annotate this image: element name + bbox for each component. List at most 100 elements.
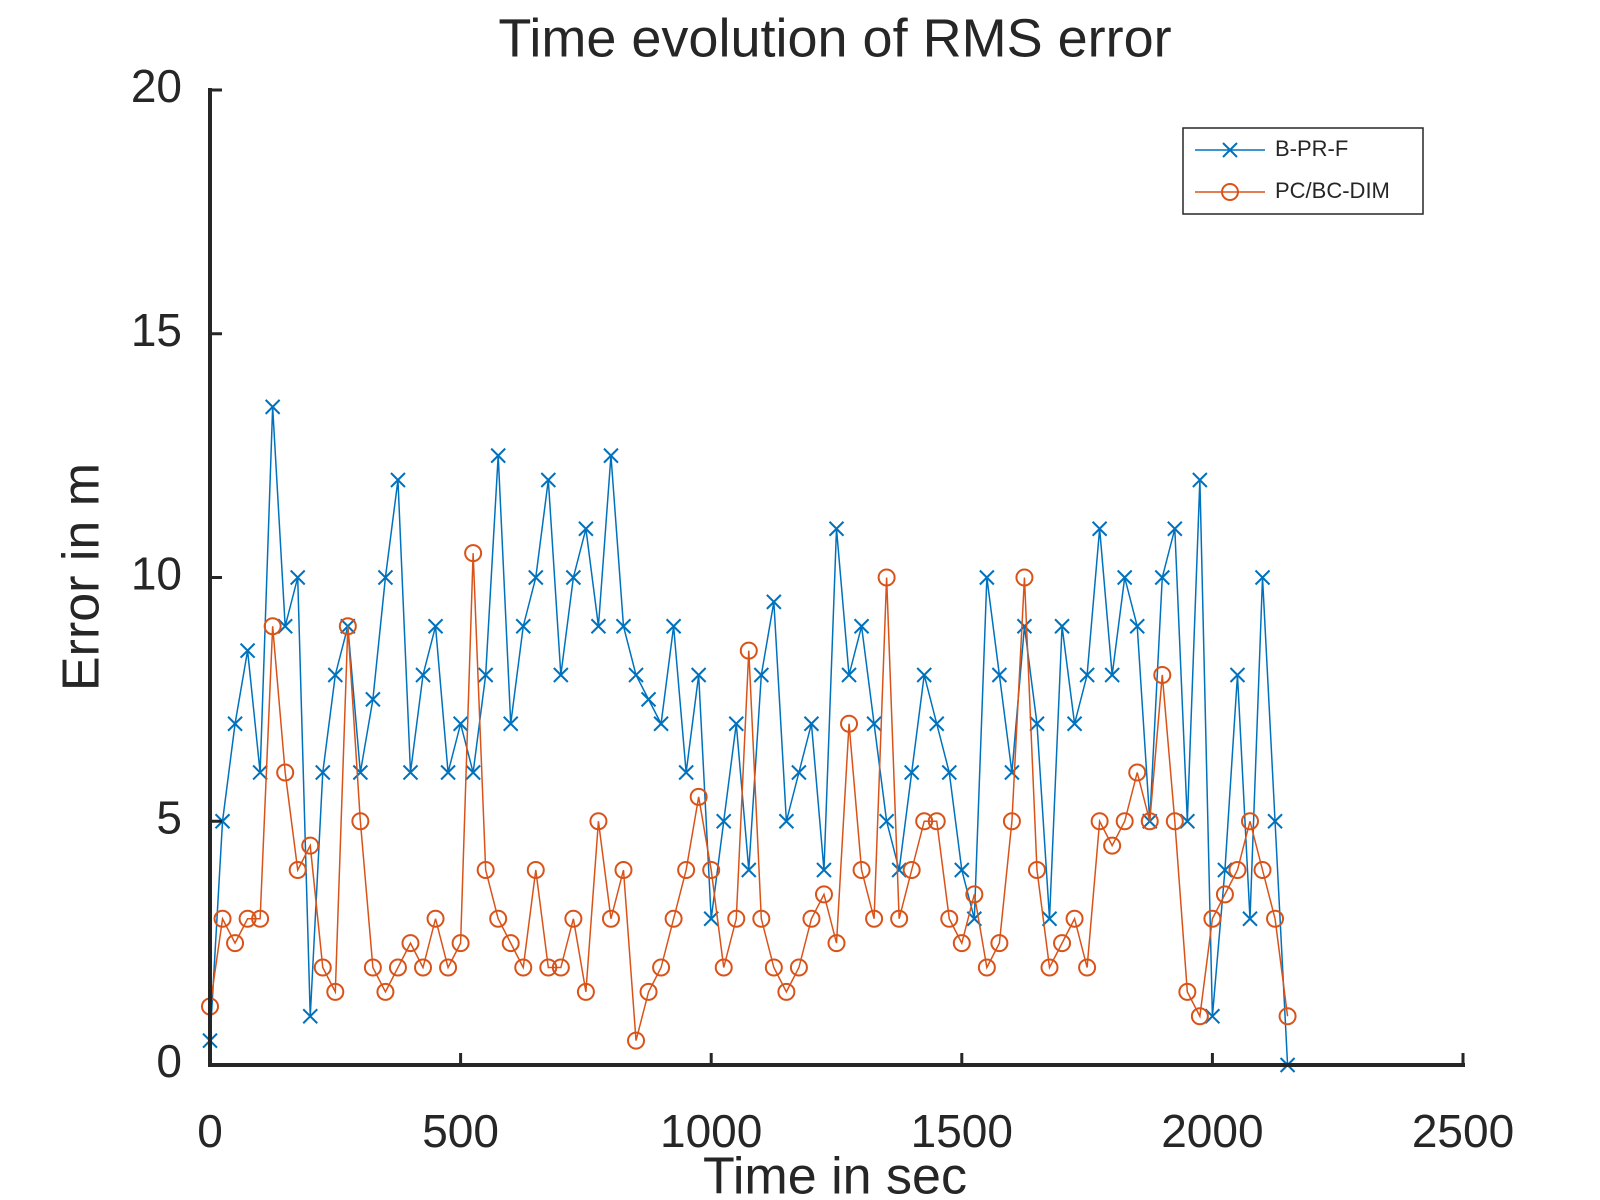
data-point bbox=[1041, 911, 1058, 927]
data-point bbox=[551, 958, 570, 977]
data-point bbox=[515, 618, 531, 634]
y-tick-label: 0 bbox=[156, 1035, 182, 1087]
data-point bbox=[902, 861, 921, 879]
legend-marker bbox=[1221, 183, 1239, 201]
data-point bbox=[639, 982, 658, 1001]
data-point bbox=[590, 618, 607, 634]
data-point bbox=[377, 569, 394, 586]
data-point bbox=[677, 861, 696, 879]
data-point bbox=[766, 594, 782, 610]
data-point bbox=[465, 764, 481, 781]
data-point bbox=[351, 812, 370, 831]
data-point bbox=[578, 521, 594, 537]
data-point bbox=[414, 958, 433, 977]
data-point bbox=[741, 862, 757, 878]
data-point bbox=[802, 909, 821, 928]
x-tick-label: 500 bbox=[422, 1105, 499, 1157]
data-point bbox=[916, 667, 932, 683]
data-point bbox=[615, 618, 632, 634]
data-point bbox=[777, 982, 796, 1001]
data-point bbox=[891, 862, 907, 878]
data-point bbox=[564, 909, 583, 928]
data-point bbox=[1115, 812, 1134, 831]
data-point bbox=[214, 813, 231, 829]
series-line bbox=[209, 553, 1289, 1041]
data-point bbox=[1091, 521, 1108, 537]
data-point bbox=[601, 909, 620, 928]
data-point bbox=[714, 958, 733, 977]
data-point bbox=[263, 617, 282, 636]
data-point bbox=[652, 958, 671, 977]
data-point bbox=[1190, 1007, 1209, 1026]
data-point bbox=[276, 763, 295, 782]
data-point bbox=[702, 861, 721, 879]
data-point bbox=[665, 618, 682, 634]
data-point bbox=[716, 813, 732, 829]
data-point bbox=[1178, 982, 1197, 1001]
data-point bbox=[1242, 911, 1258, 927]
x-tick-label: 2000 bbox=[1161, 1105, 1263, 1157]
data-point bbox=[929, 716, 945, 732]
data-point bbox=[791, 764, 807, 781]
data-point bbox=[954, 862, 970, 878]
data-point bbox=[238, 909, 257, 928]
data-point bbox=[501, 934, 520, 953]
x-tick-label: 1000 bbox=[660, 1105, 762, 1157]
plot-area bbox=[201, 399, 1297, 1073]
data-point bbox=[539, 958, 558, 977]
y-axis-label: Error in m bbox=[53, 463, 111, 691]
data-point bbox=[1066, 716, 1083, 732]
data-point bbox=[977, 958, 996, 977]
data-point bbox=[352, 764, 369, 781]
data-point bbox=[739, 641, 758, 660]
data-point bbox=[664, 909, 683, 928]
data-point bbox=[1240, 812, 1259, 831]
data-point bbox=[277, 618, 293, 634]
data-point bbox=[376, 982, 395, 1001]
data-point bbox=[415, 667, 431, 683]
data-point bbox=[1078, 958, 1097, 977]
data-point bbox=[1040, 958, 1059, 977]
data-point bbox=[1002, 812, 1021, 831]
data-point bbox=[1228, 861, 1247, 879]
data-point bbox=[903, 764, 920, 781]
legend-label: B-PR-F bbox=[1275, 136, 1348, 161]
x-axis-label: Time in sec bbox=[703, 1148, 967, 1200]
data-point bbox=[288, 861, 307, 879]
data-point bbox=[589, 812, 608, 831]
x-tick-label: 0 bbox=[197, 1105, 223, 1157]
data-point bbox=[540, 472, 557, 488]
data-point bbox=[814, 885, 833, 904]
y-tick-label: 5 bbox=[156, 791, 182, 843]
data-point bbox=[1027, 861, 1046, 879]
data-point bbox=[1167, 521, 1183, 537]
data-point bbox=[528, 569, 544, 586]
data-point bbox=[477, 667, 494, 683]
data-point bbox=[1154, 569, 1170, 586]
data-point bbox=[514, 958, 533, 977]
data-point bbox=[852, 861, 871, 879]
data-point bbox=[915, 812, 934, 831]
data-point bbox=[439, 958, 458, 977]
legend-box bbox=[1182, 127, 1424, 215]
data-point bbox=[990, 934, 1009, 953]
data-point bbox=[1103, 836, 1122, 855]
data-point bbox=[753, 667, 770, 683]
series-line bbox=[209, 406, 1289, 1066]
data-point bbox=[1153, 666, 1172, 684]
data-point bbox=[363, 958, 382, 977]
data-point bbox=[290, 569, 306, 586]
data-point bbox=[603, 447, 619, 464]
data-point bbox=[489, 909, 508, 928]
data-point bbox=[941, 764, 957, 781]
data-point bbox=[252, 764, 268, 781]
data-point bbox=[576, 982, 595, 1001]
data-point bbox=[301, 836, 320, 855]
data-point bbox=[427, 618, 444, 634]
data-point bbox=[315, 764, 331, 781]
data-point bbox=[1203, 909, 1222, 928]
data-point bbox=[878, 813, 895, 829]
data-point bbox=[1254, 569, 1271, 586]
data-point bbox=[614, 861, 633, 879]
